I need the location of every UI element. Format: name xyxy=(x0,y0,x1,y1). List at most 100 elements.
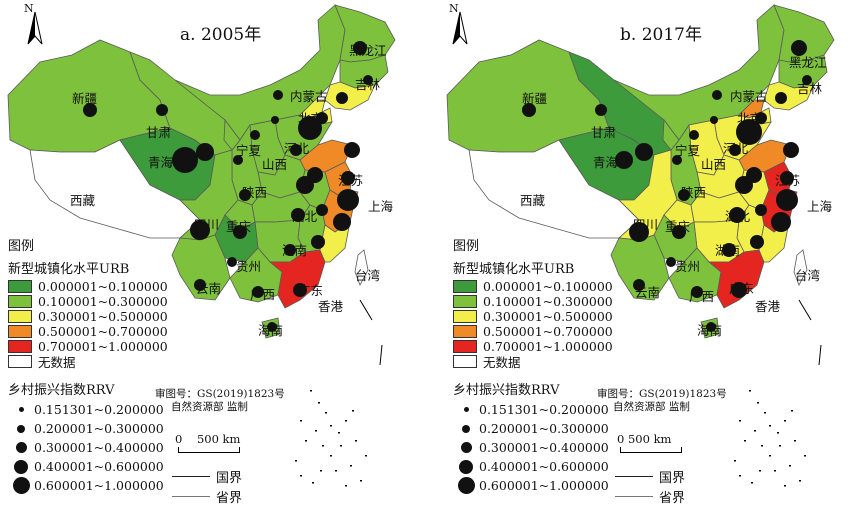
rrv-dot-cell xyxy=(453,407,479,412)
rrv-dot xyxy=(291,208,305,222)
label-hainan: 海南 xyxy=(697,323,723,338)
rrv-legend-item: 0.151301~0.200000 xyxy=(8,400,168,419)
rrv-legend-item: 0.300001~0.400000 xyxy=(8,438,168,457)
label-hunan: 湖南 xyxy=(282,243,308,258)
island-mark xyxy=(739,420,741,422)
label-hebei: 河北 xyxy=(723,141,749,156)
island-mark xyxy=(784,485,786,487)
rrv-dot-cell xyxy=(453,424,479,433)
island-mark xyxy=(330,455,332,457)
label-hubei: 湖北 xyxy=(725,209,751,224)
island-mark xyxy=(757,402,759,404)
island-mark xyxy=(761,445,763,447)
rrv-dots xyxy=(83,41,373,332)
rrv-dot-symbol xyxy=(18,407,24,412)
rrv-dot xyxy=(271,116,279,124)
legend-title: 图例 xyxy=(453,239,480,254)
island-mark xyxy=(769,425,771,427)
rrv-legend-label: 0.600001~1.000000 xyxy=(34,478,164,493)
scale-label: 0 500 km xyxy=(617,432,672,446)
label-yunnan: 云南 xyxy=(196,281,222,296)
urb-swatch xyxy=(8,325,32,338)
review-line-1: 审图号：GS(2019)1823号 xyxy=(597,388,727,400)
province-liaoning xyxy=(324,81,376,111)
label-guangxi: 广西 xyxy=(250,287,276,302)
island-mark xyxy=(754,430,756,432)
label-xizang: 西藏 xyxy=(520,193,546,208)
rrv-dot xyxy=(666,257,676,267)
rrv-dot xyxy=(233,225,247,239)
review-number: 审图号：GS(2019)1823号 自然资源部 监制 xyxy=(597,388,727,414)
label-guizhou: 贵州 xyxy=(236,259,262,274)
rrv-dot xyxy=(273,90,283,100)
label-gansu: 甘肃 xyxy=(591,125,617,140)
north-label: N xyxy=(449,2,459,15)
urb-legend-title: 新型城镇化水平URB xyxy=(8,262,130,277)
rrv-dot xyxy=(337,189,359,211)
label-xizang: 西藏 xyxy=(70,193,96,208)
rrv-legend-item: 0.200001~0.300000 xyxy=(453,419,613,438)
rrv-legend-list: 0.151301~0.200000 0.200001~0.300000 0.3000… xyxy=(453,400,613,495)
label-taiwan: 台湾 xyxy=(795,268,821,283)
island-mark xyxy=(744,440,746,442)
island-mark xyxy=(774,470,776,472)
island-mark xyxy=(312,482,314,484)
label-jilin: 吉林 xyxy=(355,77,381,92)
island-mark xyxy=(318,402,320,404)
label-gansu: 甘肃 xyxy=(146,125,172,140)
island-mark xyxy=(325,412,327,414)
island-mark xyxy=(345,420,347,422)
urb-legend-label: 0.700001~1.000000 xyxy=(38,339,168,354)
island-mark xyxy=(345,485,347,487)
rrv-dot-cell xyxy=(8,424,34,433)
rrv-legend-title: 乡村振兴指数RRV xyxy=(8,383,115,398)
scale-bar xyxy=(178,447,240,453)
urb-legend-label: 无数据 xyxy=(38,355,76,370)
label-shanghai: 上海 xyxy=(807,199,833,214)
rrv-dot xyxy=(791,40,807,56)
rrv-dot-symbol xyxy=(459,459,473,474)
rrv-dot xyxy=(341,171,355,185)
map-panel-2017: N b. 2017年 新疆 西藏 青海 甘肃 内蒙古 黑龙江 吉林 北京 河北 … xyxy=(425,0,850,509)
urb-swatch xyxy=(8,340,32,353)
island-mark xyxy=(764,412,766,414)
rrv-dot xyxy=(771,212,791,232)
island-mark xyxy=(789,465,791,467)
label-guangdong: 广东 xyxy=(298,283,324,298)
rrv-dot xyxy=(293,283,307,297)
label-qinghai: 青海 xyxy=(148,155,174,170)
urb-legend-item: 0.000001~0.100000 xyxy=(8,279,168,294)
island-mark xyxy=(804,455,806,457)
rrv-dot xyxy=(522,103,536,117)
urb-swatch xyxy=(8,355,32,368)
rrv-dot xyxy=(635,143,653,161)
island-mark xyxy=(315,430,317,432)
label-jiangsu: 江苏 xyxy=(338,173,364,188)
rrv-dot-cell xyxy=(8,407,34,412)
label-neimenggu: 内蒙古 xyxy=(290,89,328,104)
rrv-legend-item: 0.400001~0.600000 xyxy=(8,457,168,476)
rrv-dot-symbol xyxy=(15,442,27,453)
rrv-legend-label: 0.300001~0.400000 xyxy=(479,440,609,455)
label-guangdong: 广东 xyxy=(729,281,755,296)
national-boundary-line xyxy=(172,475,210,477)
rrv-dot xyxy=(336,92,348,104)
urb-legend-item: 无数据 xyxy=(453,354,613,370)
island-mark xyxy=(365,455,367,457)
boundary-legend: 国界 省界 xyxy=(172,466,242,506)
island-mark xyxy=(335,470,337,472)
rrv-legend-label: 0.151301~0.200000 xyxy=(34,402,164,417)
province-taiwan xyxy=(793,249,808,286)
provincial-boundary-line xyxy=(172,495,210,497)
urb-legend-item: 0.000001~0.100000 xyxy=(453,279,613,294)
label-xianggang: 香港 xyxy=(318,299,344,314)
urb-legend-list: 0.000001~0.100000 0.100001~0.300000 0.3000… xyxy=(8,279,168,370)
rrv-legend-item: 0.600001~1.000000 xyxy=(8,476,168,495)
rrv-legend-list: 0.151301~0.200000 0.200001~0.300000 0.3000… xyxy=(8,400,168,495)
rrv-dot xyxy=(311,235,325,249)
review-line-2: 自然资源部 监制 xyxy=(171,401,248,413)
urb-swatch xyxy=(8,280,32,293)
rrv-dot xyxy=(307,167,323,183)
province-taiwan xyxy=(354,249,369,286)
urb-legend-item: 0.500001~0.700000 xyxy=(453,324,613,339)
